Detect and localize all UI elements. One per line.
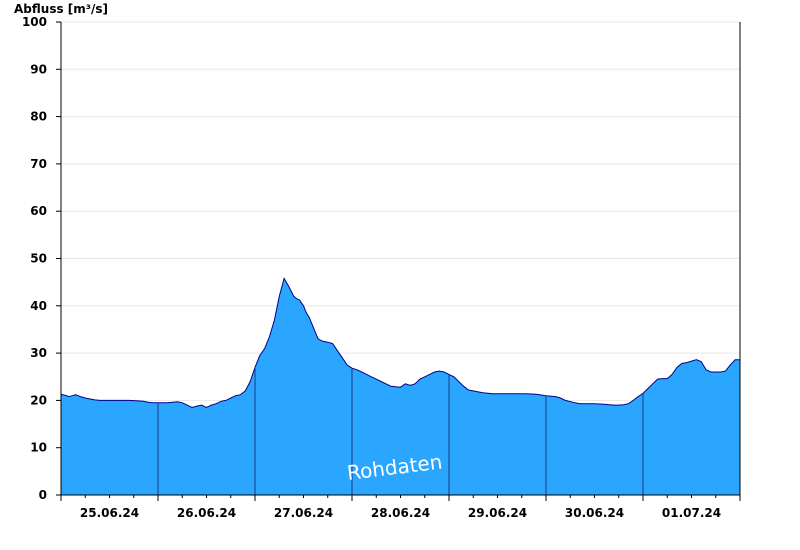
- y-tick-label: 50: [30, 252, 47, 266]
- x-tick-label: 30.06.24: [565, 506, 624, 520]
- x-tick-label: 01.07.24: [662, 506, 721, 520]
- y-tick-label: 100: [22, 15, 47, 29]
- day-separators: [157, 367, 644, 495]
- y-tick-label: 70: [30, 157, 47, 171]
- x-tick-label: 27.06.24: [274, 506, 333, 520]
- y-tick-label: 10: [30, 441, 47, 455]
- x-axis-ticks: 25.06.24 26.06.24 27.06.24 28.06.24 29.06.24…: [60, 495, 741, 520]
- y-tick-label: 30: [30, 346, 47, 360]
- y-tick-label: 20: [30, 393, 47, 407]
- grid-lines: [61, 21, 740, 449]
- y-tick-label: 90: [30, 62, 47, 76]
- x-tick-label: 28.06.24: [371, 506, 430, 520]
- discharge-area: [60, 277, 741, 496]
- y-axis-title: Abfluss [m³/s]: [14, 2, 108, 16]
- y-axis-ticks: 0 10 20 30 40 50 60 70 80 90 100: [22, 15, 61, 502]
- x-tick-label: 26.06.24: [177, 506, 236, 520]
- x-tick-label: 29.06.24: [468, 506, 527, 520]
- y-tick-label: 0: [39, 488, 47, 502]
- y-tick-label: 60: [30, 204, 47, 218]
- y-tick-label: 80: [30, 110, 47, 124]
- x-tick-label: 25.06.24: [80, 506, 139, 520]
- y-tick-label: 40: [30, 299, 47, 313]
